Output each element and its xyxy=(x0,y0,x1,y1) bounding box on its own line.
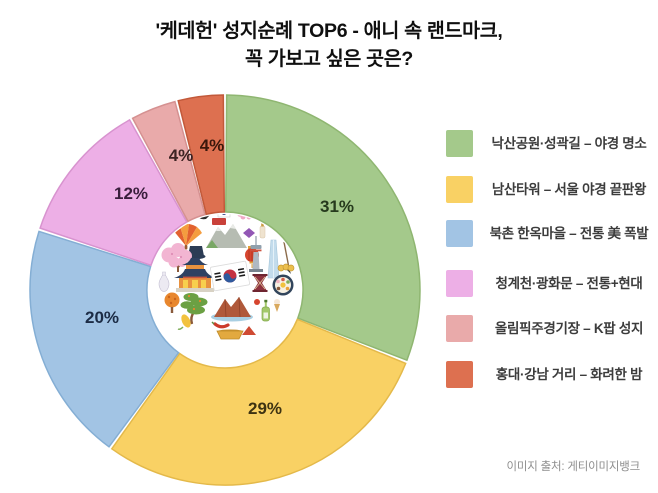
legend-item-naksan: 낙산공원·성곽길 – 야경 명소 xyxy=(446,130,655,157)
legend-label-bukchon: 북촌 한옥마을 – 전통 美 폭발 xyxy=(489,225,649,241)
image-source-credit: 이미지 출처: 게티이미지뱅크 xyxy=(506,461,640,473)
legend-item-olympic: 올림픽주경기장 – K팝 성지 xyxy=(446,315,655,342)
lotte-tower-icon xyxy=(267,239,280,279)
gem-icon xyxy=(243,228,255,238)
janggu-drum-icon xyxy=(252,274,268,292)
legend-swatch-cheonggyecheon xyxy=(446,270,473,297)
slice-namsan-tower xyxy=(110,318,407,486)
legend-swatch-hongdae xyxy=(446,361,473,388)
legend-swatch-naksan xyxy=(446,130,473,157)
legend-label-olympic: 올림픽주경기장 – K팝 성지 xyxy=(494,320,644,336)
legend-swatch-namsan xyxy=(446,176,473,203)
legend-item-hongdae: 홍대·강남 거리 – 화려한 밤 xyxy=(446,361,655,388)
pine-tree-icon xyxy=(180,293,208,325)
pct-label-bukchon: 20% xyxy=(85,308,119,327)
legend-swatch-olympic xyxy=(446,315,473,342)
legend-item-cheonggyecheon: 청계천·광화문 – 전통+현대 xyxy=(446,270,655,297)
percent-labels: 31% 29% 20% 12% 4% 4% xyxy=(85,136,354,418)
autumn-mountain-icon xyxy=(211,296,260,322)
coins-icon xyxy=(277,263,295,272)
chili-icon xyxy=(211,321,230,329)
legend-label-cheonggyecheon: 청계천·광화문 – 전통+현대 xyxy=(495,275,643,291)
slice-cheonggyecheon xyxy=(39,118,188,267)
small-flag-icon xyxy=(217,214,231,218)
pct-label-naksan: 31% xyxy=(320,197,354,216)
bibimbap-icon xyxy=(272,274,294,296)
bottle-icon xyxy=(259,223,266,239)
legend-label-namsan: 남산타워 – 서울 야경 끝판왕 xyxy=(491,181,647,197)
cherry-tree-icon xyxy=(161,243,192,272)
legend-label-hongdae: 홍대·강남 거리 – 화려한 밤 xyxy=(495,366,643,382)
slice-olympic-stadium xyxy=(131,100,206,223)
legend-label-naksan: 낙산공원·성곽길 – 야경 명소 xyxy=(491,135,647,151)
seoul-tower-icon xyxy=(249,236,263,272)
mountain-icon xyxy=(206,224,247,248)
chart-title-line1: '케데헌' 성지순례 TOP6 - 애니 속 랜드마크, xyxy=(155,20,503,42)
legend-item-namsan: 남산타워 – 서울 야경 끝판왕 xyxy=(446,176,655,203)
chart-title-line2: 꼭 가보고 싶은 곳은? xyxy=(244,48,414,70)
red-box-icon xyxy=(212,218,226,225)
cone-icon xyxy=(274,299,280,312)
vase-icon xyxy=(158,271,170,292)
korean-flag-icon xyxy=(210,260,250,292)
legend-swatch-bukchon xyxy=(446,220,473,247)
mound-icon xyxy=(242,326,256,335)
palace-icon xyxy=(174,258,216,292)
donut-chart: 31% 29% 20% 12% 4% 4% xyxy=(29,94,421,486)
orange-tree-icon xyxy=(164,292,180,313)
soju-bottle-icon xyxy=(261,299,270,322)
slice-bukchon-hanok xyxy=(29,230,180,448)
gold-pot-icon xyxy=(216,329,244,340)
legend-item-bukchon: 북촌 한옥마을 – 전통 美 폭발 xyxy=(446,220,655,247)
slice-hongdae-gangnam xyxy=(177,94,226,216)
chart-title: '케데헌' 성지순례 TOP6 - 애니 속 랜드마크, 꼭 가보고 싶은 곳은… xyxy=(0,17,658,73)
pct-label-hongdae: 4% xyxy=(200,136,225,155)
pct-label-cheonggyecheon: 12% xyxy=(114,184,148,203)
pct-label-namsan: 29% xyxy=(248,399,282,418)
corn-icon xyxy=(177,314,191,330)
pct-label-olympic: 4% xyxy=(169,146,194,165)
pie-slices xyxy=(29,94,421,486)
slice-naksan-park xyxy=(224,94,421,362)
